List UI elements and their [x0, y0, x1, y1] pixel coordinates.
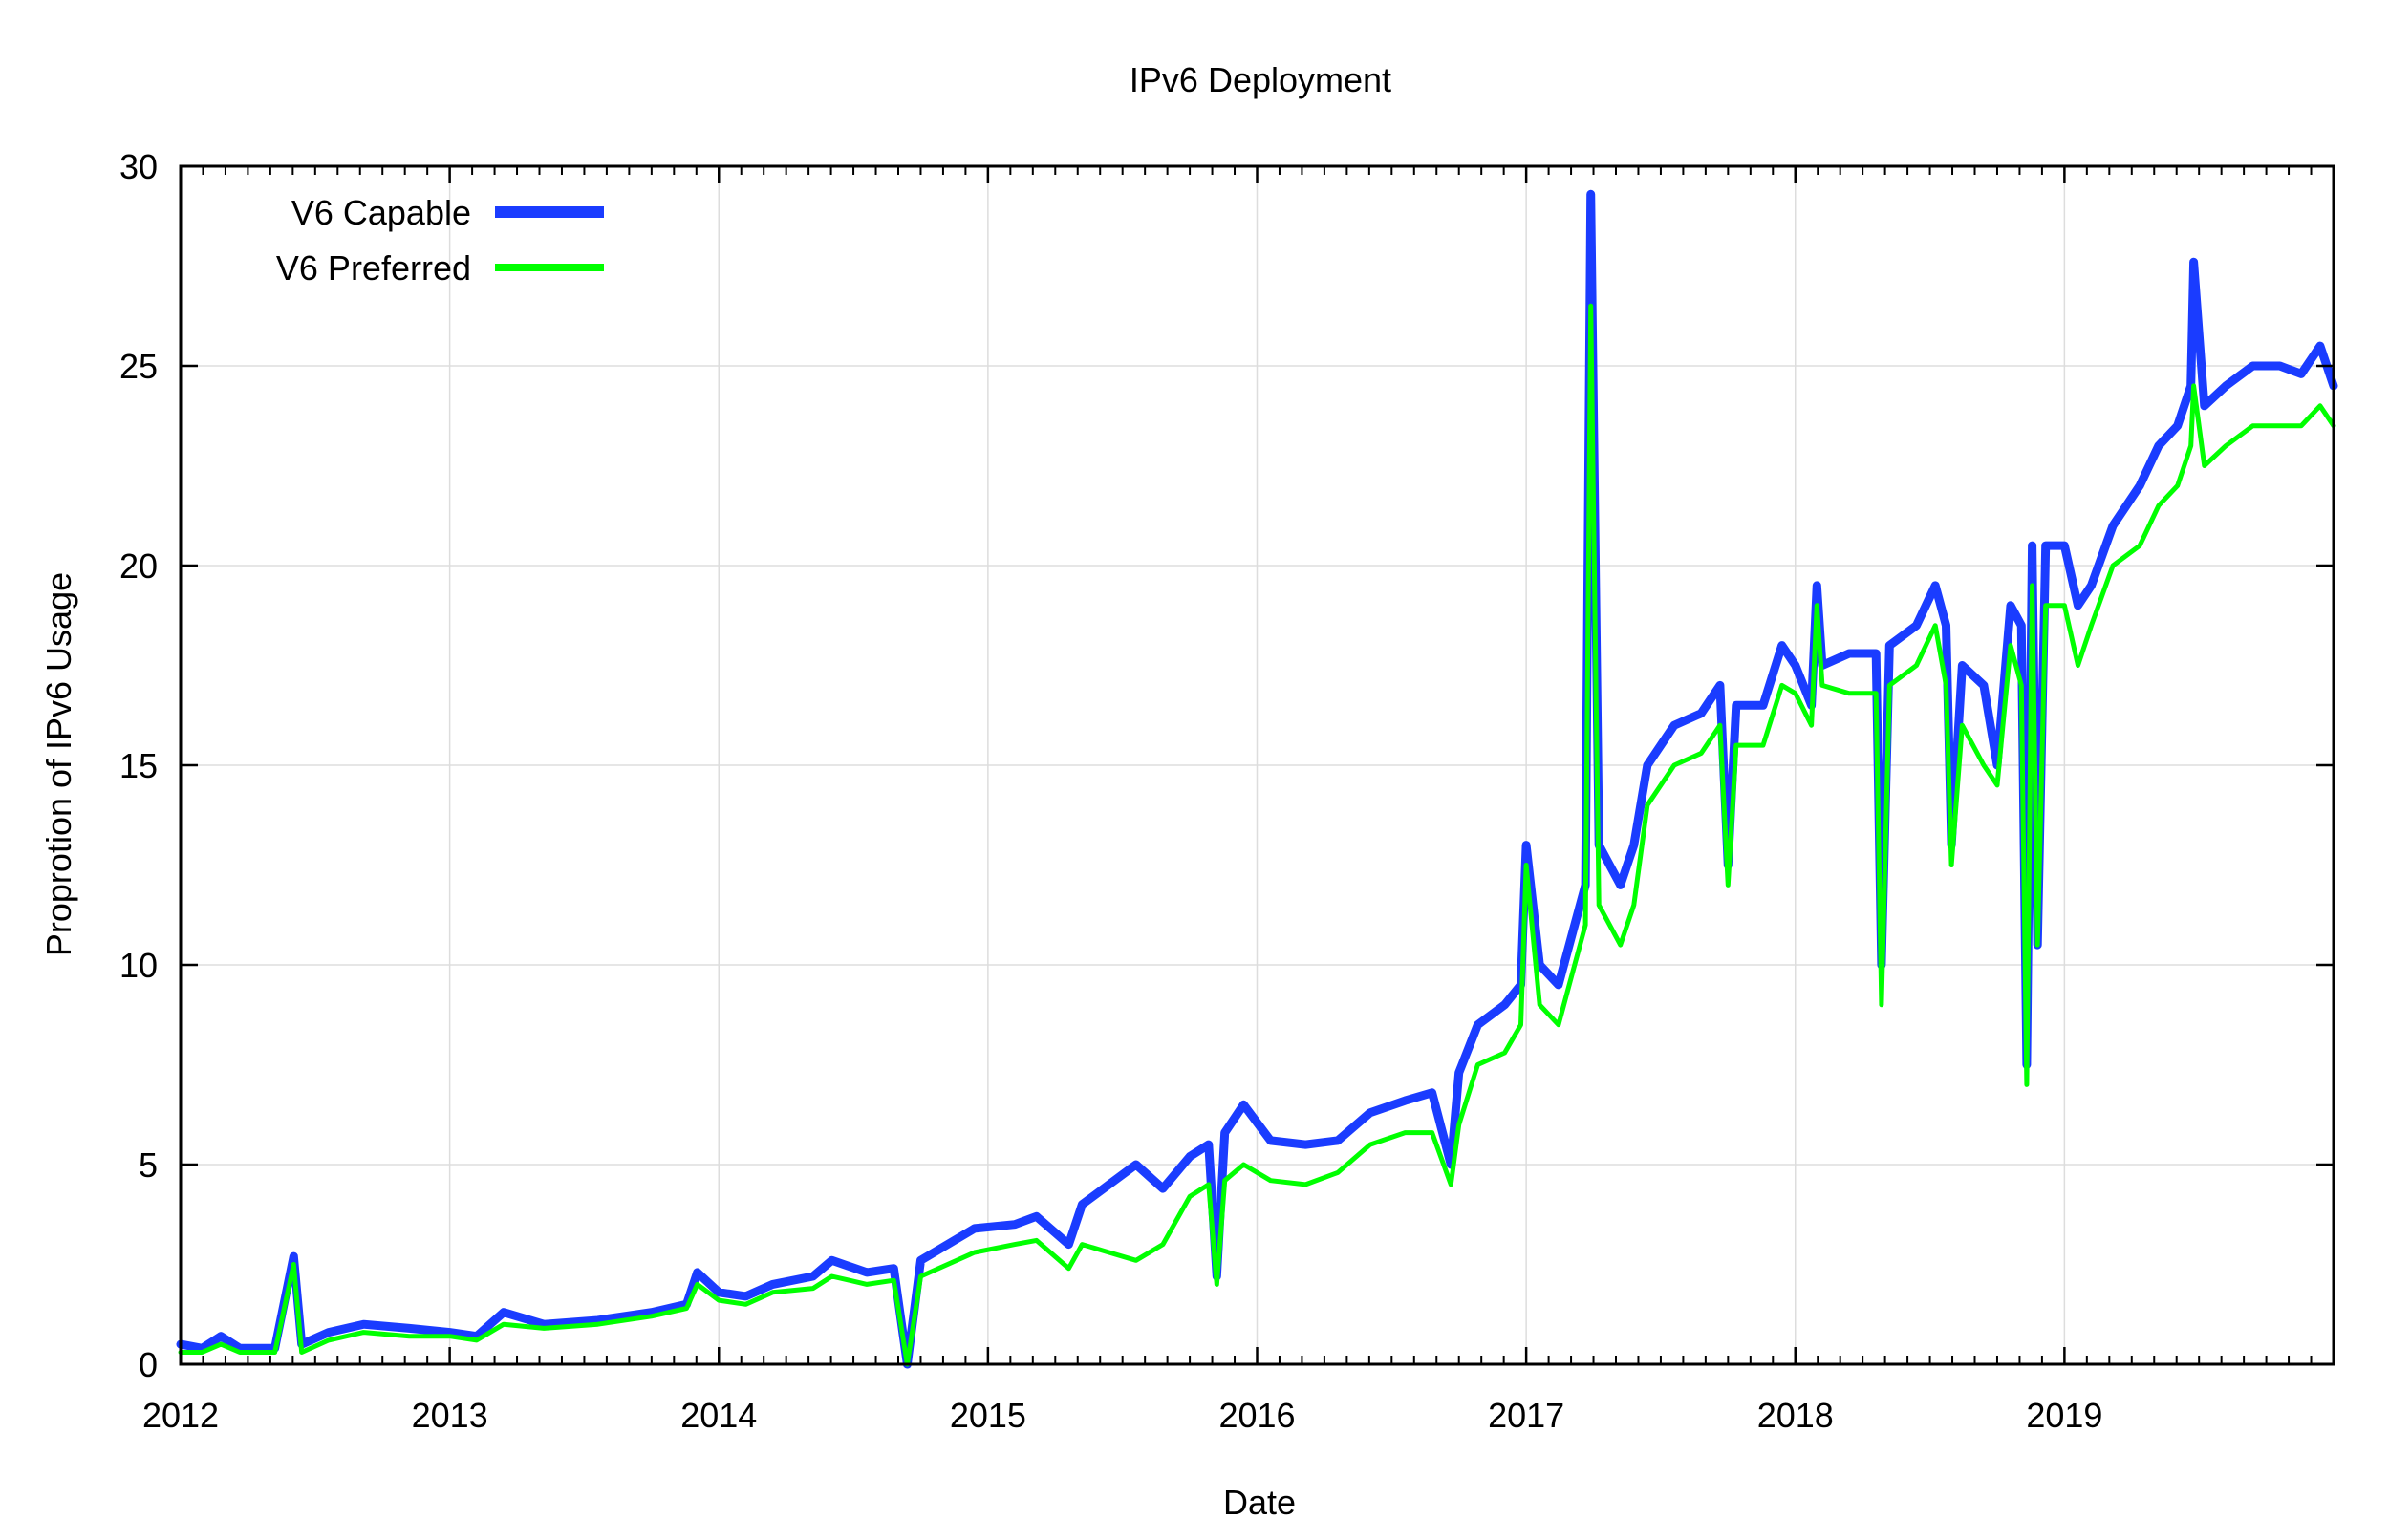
y-tick-label: 30 — [119, 147, 158, 186]
x-tick-label: 2019 — [2026, 1396, 2102, 1435]
y-tick-label: 25 — [119, 347, 158, 386]
x-tick-label: 2015 — [950, 1396, 1026, 1435]
legend-label: V6 Preferred — [276, 248, 471, 288]
x-tick-label: 2017 — [1488, 1396, 1564, 1435]
y-tick-label: 10 — [119, 946, 158, 985]
y-tick-label: 0 — [139, 1345, 158, 1384]
x-tick-label: 2016 — [1218, 1396, 1295, 1435]
x-tick-label: 2014 — [680, 1396, 757, 1435]
series-lines — [176, 189, 2338, 1369]
y-axis-title: Proprotion of IPv6 Usage — [39, 572, 78, 956]
y-tick-label: 15 — [119, 746, 158, 785]
axis-ticks: 2012 2013 2014 2015 2016 2017 2018 2019 0 5 10 15 20… — [119, 147, 2334, 1435]
legend-label: V6 Capable — [291, 193, 471, 232]
chart-title: IPv6 Deployment — [1130, 60, 1391, 99]
grid-lines — [181, 166, 2334, 1364]
y-tick-label: 20 — [119, 546, 158, 586]
legend: V6 Capable V6 Preferred — [276, 193, 604, 288]
x-axis-title: Date — [1223, 1483, 1296, 1522]
x-tick-label: 2013 — [412, 1396, 488, 1435]
x-tick-label: 2012 — [142, 1396, 219, 1435]
series-line-v6-preferred — [178, 303, 2336, 1367]
y-tick-label: 5 — [139, 1145, 158, 1185]
x-tick-label: 2018 — [1757, 1396, 1834, 1435]
